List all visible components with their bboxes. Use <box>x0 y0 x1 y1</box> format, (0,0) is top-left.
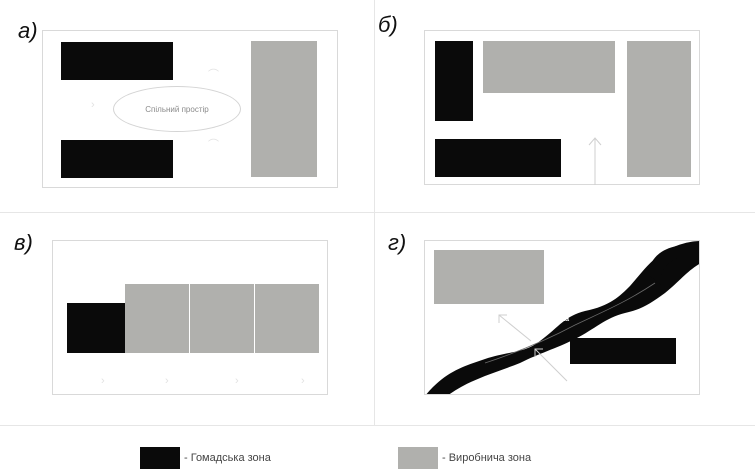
panel-v-frame: › › › › <box>52 240 328 395</box>
public-zone-block-tall <box>435 41 473 121</box>
public-zone-block <box>67 303 125 353</box>
legend-public-label: - Гомадська зона <box>184 452 271 464</box>
horizontal-divider <box>0 212 755 213</box>
public-zone-block-wide <box>435 139 561 177</box>
legend-production-swatch <box>398 447 438 469</box>
common-space-ellipse: Спільний простір <box>113 86 241 132</box>
common-space-label: Спільний простір <box>145 104 209 114</box>
production-zone-segment-2 <box>190 284 254 353</box>
panel-b-frame <box>424 30 700 185</box>
production-zone-block-wide <box>483 41 615 93</box>
panel-a-frame: Спільний простір › ⌒ ⌒ <box>42 30 338 188</box>
production-zone-block <box>251 41 317 177</box>
production-zone-block-tall <box>627 41 691 177</box>
panel-v-label: в) <box>14 230 33 255</box>
production-zone-block <box>434 250 544 304</box>
production-zone-segment-1 <box>125 284 189 353</box>
faint-arrow-icon: › <box>235 375 239 387</box>
faint-arrow-icon: › <box>165 375 169 387</box>
arrow-diagonal-icon <box>498 314 532 342</box>
panel-g-label: г) <box>388 230 407 255</box>
faint-arrow-icon: ⌒ <box>208 69 219 81</box>
public-zone-block-bottom <box>61 140 173 178</box>
faint-arrow-icon: › <box>101 375 105 387</box>
legend-public-swatch <box>140 447 180 469</box>
faint-arrow-icon: › <box>301 375 305 387</box>
panel-b-label: б) <box>378 12 398 37</box>
river-shape <box>426 241 699 394</box>
public-zone-block <box>570 338 676 364</box>
faint-arrow-icon: › <box>91 99 95 111</box>
arrow-up-icon <box>588 137 602 185</box>
public-zone-block-top <box>61 42 173 80</box>
panel-a-label: а) <box>18 18 38 43</box>
arrow-diagonal-icon <box>534 348 568 382</box>
legend-production-label: - Виробнича зона <box>442 452 532 464</box>
faint-arrow-icon: ⌒ <box>208 139 219 151</box>
production-zone-segment-3 <box>255 284 319 353</box>
bottom-divider <box>0 425 755 426</box>
panel-g-frame: Річка <box>424 240 700 395</box>
river-label: Річка <box>551 316 570 323</box>
